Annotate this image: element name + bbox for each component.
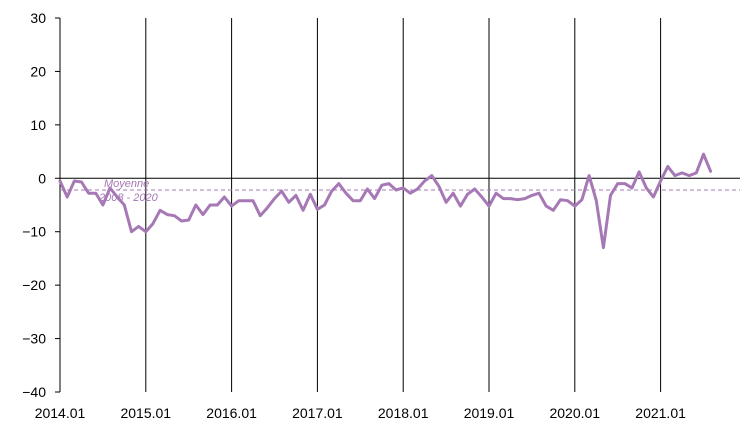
y-tick-label: −20	[22, 277, 46, 293]
x-tick-label: 2016.01	[206, 405, 257, 421]
x-tick-label: 2019.01	[464, 405, 515, 421]
y-tick-label: −30	[22, 331, 46, 347]
y-tick-label: 10	[30, 117, 46, 133]
y-tick-label: 30	[30, 10, 46, 26]
x-tick-label: 2017.01	[292, 405, 343, 421]
x-axis-tick-labels: 2014.01 2015.01 2016.01 2017.01 2018.01 2019.…	[35, 405, 686, 421]
x-tick-label: 2018.01	[378, 405, 429, 421]
y-axis-tick-labels: 30 20 10 0 −10 −20 −30 −40	[22, 10, 46, 400]
y-tick-label: 0	[38, 170, 46, 186]
series-line	[58, 152, 713, 250]
y-tick-label: −40	[22, 384, 46, 400]
y-tick-label: 20	[30, 63, 46, 79]
average-label-line2: 2008 - 2020	[98, 192, 159, 204]
x-tick-label: 2015.01	[120, 405, 171, 421]
x-tick-label: 2014.01	[35, 405, 86, 421]
y-tick-label: −10	[22, 224, 46, 240]
average-label-line1: Moyenne	[104, 178, 149, 190]
x-tick-label: 2020.01	[549, 405, 600, 421]
vertical-gridlines	[145, 18, 662, 392]
y-axis-ticks	[55, 17, 60, 393]
x-tick-label: 2021.01	[635, 405, 686, 421]
